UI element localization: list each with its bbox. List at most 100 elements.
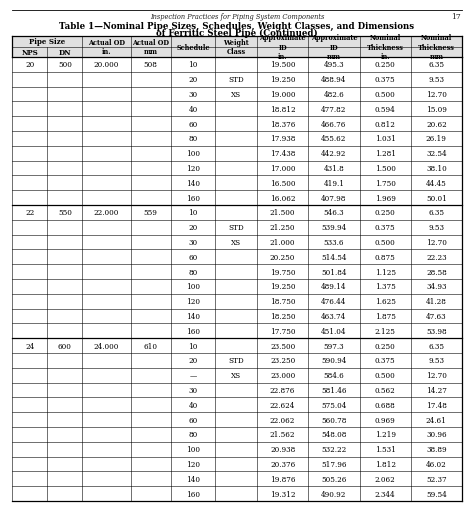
Text: 23.500: 23.500 — [270, 342, 295, 350]
Text: 505.26: 505.26 — [321, 475, 346, 483]
Text: 19.000: 19.000 — [270, 91, 295, 99]
Text: 19.500: 19.500 — [270, 61, 295, 69]
Text: Actual OD
in.: Actual OD in. — [88, 39, 125, 56]
Text: 610: 610 — [144, 342, 157, 350]
Text: 19.312: 19.312 — [270, 490, 295, 498]
Bar — [12, 37, 462, 58]
Text: STD: STD — [228, 76, 244, 84]
Text: Approximate
ID
mm: Approximate ID mm — [310, 34, 357, 61]
Text: 10: 10 — [188, 209, 198, 217]
Text: 18.750: 18.750 — [270, 298, 295, 305]
Text: 38.89: 38.89 — [426, 445, 447, 454]
Text: 514.54: 514.54 — [321, 253, 346, 261]
Text: 0.375: 0.375 — [375, 224, 395, 232]
Text: 80: 80 — [188, 268, 198, 276]
Text: 30: 30 — [188, 386, 198, 394]
Text: 6.35: 6.35 — [428, 342, 445, 350]
Text: 18.250: 18.250 — [270, 313, 295, 320]
Text: 489.14: 489.14 — [321, 283, 346, 291]
Text: 1.812: 1.812 — [374, 460, 396, 468]
Text: 0.375: 0.375 — [375, 76, 395, 84]
Text: Nominal
Thickness
in.: Nominal Thickness in. — [367, 34, 403, 61]
Text: 517.96: 517.96 — [321, 460, 346, 468]
Text: 18.376: 18.376 — [270, 120, 295, 128]
Text: 24: 24 — [25, 342, 34, 350]
Text: 0.594: 0.594 — [375, 105, 395, 114]
Text: 0.500: 0.500 — [375, 91, 395, 99]
Text: 559: 559 — [144, 209, 157, 217]
Text: 546.3: 546.3 — [324, 209, 344, 217]
Text: 10: 10 — [188, 61, 198, 69]
Text: 0.969: 0.969 — [375, 416, 395, 424]
Text: 1.531: 1.531 — [374, 445, 396, 454]
Text: 160: 160 — [186, 490, 200, 498]
Text: DN: DN — [59, 49, 71, 57]
Text: 419.1: 419.1 — [323, 180, 345, 187]
Text: 407.98: 407.98 — [321, 194, 346, 202]
Text: Actual OD
mm: Actual OD mm — [132, 39, 169, 56]
Text: 2.062: 2.062 — [375, 475, 395, 483]
Text: 23.250: 23.250 — [270, 357, 295, 364]
Text: 550: 550 — [58, 209, 72, 217]
Text: 30.96: 30.96 — [426, 431, 447, 439]
Text: 19.876: 19.876 — [270, 475, 295, 483]
Text: Approximate
ID
in.: Approximate ID in. — [259, 34, 306, 61]
Text: 1.031: 1.031 — [374, 135, 396, 143]
Text: 1.750: 1.750 — [374, 180, 396, 187]
Text: 21.562: 21.562 — [270, 431, 295, 439]
Text: 44.45: 44.45 — [426, 180, 447, 187]
Text: 14.27: 14.27 — [426, 386, 447, 394]
Text: 80: 80 — [188, 135, 198, 143]
Text: XS: XS — [231, 91, 241, 99]
Text: 22.000: 22.000 — [94, 209, 119, 217]
Text: 0.812: 0.812 — [374, 120, 396, 128]
Text: 20.376: 20.376 — [270, 460, 295, 468]
Text: —: — — [189, 372, 197, 379]
Text: 1.281: 1.281 — [374, 150, 396, 158]
Text: 477.82: 477.82 — [321, 105, 346, 114]
Text: 1.375: 1.375 — [375, 283, 395, 291]
Text: 12.70: 12.70 — [426, 372, 447, 379]
Text: 1.969: 1.969 — [374, 194, 396, 202]
Text: 560.78: 560.78 — [321, 416, 346, 424]
Text: 30: 30 — [188, 91, 198, 99]
Text: 463.74: 463.74 — [321, 313, 346, 320]
Text: 15.09: 15.09 — [426, 105, 447, 114]
Text: 22: 22 — [25, 209, 34, 217]
Text: 500: 500 — [58, 61, 72, 69]
Text: 16.062: 16.062 — [270, 194, 295, 202]
Text: 22.876: 22.876 — [270, 386, 295, 394]
Text: 160: 160 — [186, 327, 200, 335]
Text: 6.35: 6.35 — [428, 61, 445, 69]
Text: 16.500: 16.500 — [270, 180, 295, 187]
Text: 575.04: 575.04 — [321, 401, 346, 409]
Text: 20: 20 — [188, 224, 198, 232]
Text: 10: 10 — [188, 342, 198, 350]
Text: 0.375: 0.375 — [375, 357, 395, 364]
Text: 21.250: 21.250 — [270, 224, 295, 232]
Text: 476.44: 476.44 — [321, 298, 346, 305]
Text: NPS: NPS — [21, 49, 38, 57]
Text: 17.48: 17.48 — [426, 401, 447, 409]
Text: Pipe Size: Pipe Size — [29, 38, 65, 46]
Text: 501.84: 501.84 — [321, 268, 346, 276]
Text: 0.875: 0.875 — [375, 253, 395, 261]
Text: 584.6: 584.6 — [324, 372, 344, 379]
Text: 26.19: 26.19 — [426, 135, 447, 143]
Text: 120: 120 — [186, 460, 200, 468]
Text: 160: 160 — [186, 194, 200, 202]
Text: 47.63: 47.63 — [426, 313, 447, 320]
Text: Nominal
Thickness
mm: Nominal Thickness mm — [418, 34, 455, 61]
Text: 17.938: 17.938 — [270, 135, 295, 143]
Text: 0.688: 0.688 — [375, 401, 395, 409]
Text: 140: 140 — [186, 180, 200, 187]
Text: 24.61: 24.61 — [426, 416, 447, 424]
Text: 20: 20 — [188, 357, 198, 364]
Text: 6.35: 6.35 — [428, 209, 445, 217]
Text: 60: 60 — [188, 253, 198, 261]
Text: 19.250: 19.250 — [270, 76, 295, 84]
Text: 21.000: 21.000 — [270, 239, 295, 246]
Text: 539.94: 539.94 — [321, 224, 346, 232]
Text: 508: 508 — [144, 61, 157, 69]
Text: 1.219: 1.219 — [374, 431, 396, 439]
